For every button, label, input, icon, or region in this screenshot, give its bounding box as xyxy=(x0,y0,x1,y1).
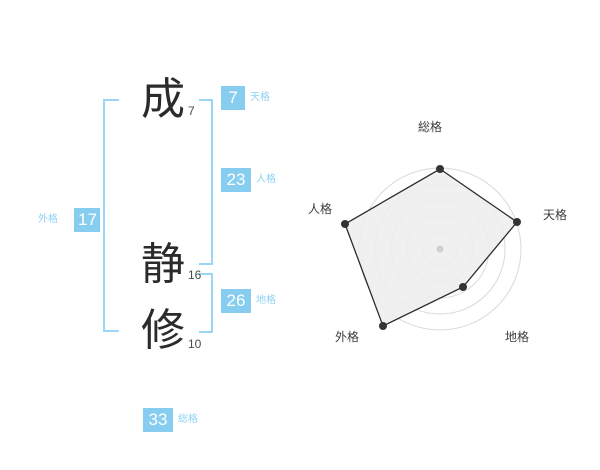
kanji-strokes-1: 7 xyxy=(188,104,195,118)
data-point-gaikaku xyxy=(379,322,387,330)
kanji-strokes-3: 10 xyxy=(188,337,202,351)
kanji-char-3: 修 xyxy=(141,305,185,356)
gaikaku-bracket-bottom xyxy=(103,330,119,332)
gaikaku-bracket-left xyxy=(103,99,105,332)
radar-polygon xyxy=(344,168,518,327)
badge-tenkaku-label: 天格 xyxy=(250,92,270,103)
badge-soukaku-label: 総格 xyxy=(178,414,198,425)
gaikaku-bracket-top xyxy=(103,99,119,101)
chikaku-bracket-bottom xyxy=(199,331,213,333)
axis-label-tenkaku: 天格 xyxy=(543,208,568,222)
jinkaku-bracket-bottom xyxy=(199,263,213,265)
chikaku-bracket-right xyxy=(211,273,213,333)
radar-series-area xyxy=(344,168,518,327)
axis-label-gaikaku: 外格 xyxy=(335,330,360,344)
tenkaku-bracket-right xyxy=(211,99,213,113)
jinkaku-bracket-right xyxy=(211,113,213,265)
badge-gaikaku-value: 17 xyxy=(74,208,100,232)
tenkaku-bracket-top xyxy=(199,99,213,101)
badge-jinkaku-value: 23 xyxy=(221,168,251,192)
data-point-jinkaku xyxy=(341,220,349,228)
radar-chart: 総格 天格 地格 外格 人格 xyxy=(290,100,600,380)
kanji-char-1: 成 xyxy=(141,74,185,125)
badge-jinkaku-label: 人格 xyxy=(256,174,276,185)
name-analysis-panel: 成 7 静 16 修 10 7 天格 23 人格 26 地格 外格 17 33 … xyxy=(38,74,276,432)
radar-data-points xyxy=(341,165,521,330)
chikaku-bracket-top xyxy=(199,273,213,275)
data-point-soukaku xyxy=(436,165,444,173)
axis-label-chikaku: 地格 xyxy=(505,330,530,344)
badge-soukaku-value: 33 xyxy=(143,408,173,432)
kanji-char-2: 静 xyxy=(141,239,185,290)
kanji-strokes-2: 16 xyxy=(188,268,202,282)
badge-gaikaku-label: 外格 xyxy=(38,214,58,225)
radar-chart-svg xyxy=(341,165,522,331)
data-point-tenkaku xyxy=(513,218,521,226)
axis-label-jinkaku: 人格 xyxy=(308,202,333,216)
badge-chikaku-value: 26 xyxy=(221,289,251,313)
radar-center-dot xyxy=(436,245,444,253)
badge-tenkaku-value: 7 xyxy=(221,86,245,110)
data-point-chikaku xyxy=(459,283,467,291)
axis-label-soukaku: 総格 xyxy=(418,120,443,134)
badge-chikaku-label: 地格 xyxy=(256,295,276,306)
